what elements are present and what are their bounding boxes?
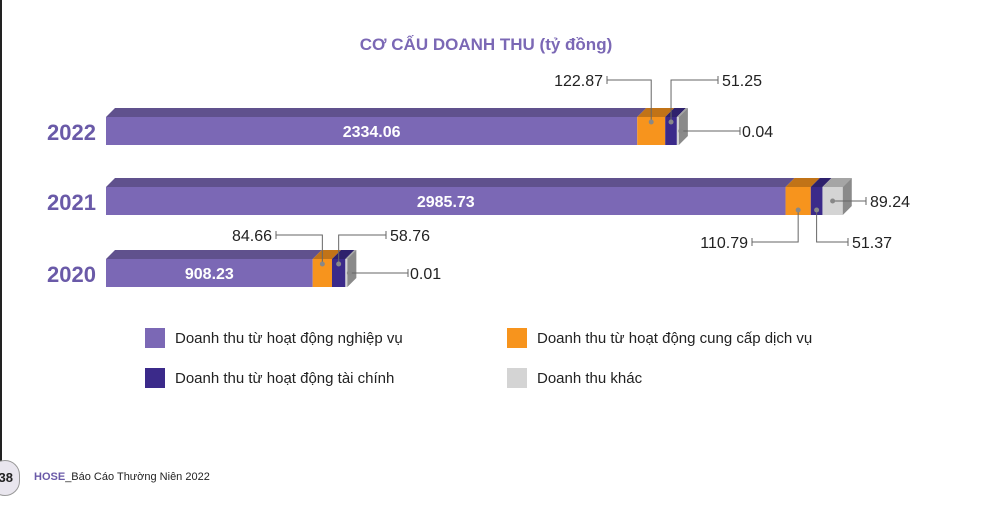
bar-top-2021-s3 bbox=[822, 178, 852, 187]
footer: HOSE_Báo Cáo Thường Niên 2022 bbox=[34, 471, 210, 483]
legend-item: Doanh thu khác bbox=[507, 368, 642, 388]
legend-label: Doanh thu từ hoạt động tài chính bbox=[175, 369, 395, 387]
data-label-2021-s3: 89.24 bbox=[870, 194, 910, 211]
bar-2020-s0 bbox=[106, 259, 313, 287]
legend-swatch bbox=[507, 328, 527, 348]
legend-swatch bbox=[145, 368, 165, 388]
leader-dot-2020-s3 bbox=[346, 270, 352, 276]
footer-brand: HOSE bbox=[34, 471, 66, 483]
legend-item: Doanh thu từ hoạt động tài chính bbox=[145, 368, 394, 388]
leader-dot-2022-s2 bbox=[668, 119, 674, 125]
bar-2021-s2 bbox=[810, 187, 823, 215]
bar-top-2020-s1 bbox=[312, 250, 341, 259]
legend-label: Doanh thu từ hoạt động cung cấp dịch vụ bbox=[537, 329, 813, 347]
bar-top-2021-s0 bbox=[106, 178, 795, 187]
leader-2022-s2 bbox=[670, 79, 718, 122]
bar-2021-s0 bbox=[106, 187, 786, 215]
bar-top-2021-s1 bbox=[785, 178, 820, 187]
leader-dot-2020-s2 bbox=[336, 261, 342, 267]
page-number: 38 bbox=[0, 470, 13, 485]
bar-2020-s2 bbox=[331, 259, 346, 287]
legend-label: Doanh thu khác bbox=[537, 369, 643, 387]
data-label-2021-s1: 110.79 bbox=[700, 235, 748, 252]
legend-item: Doanh thu từ hoạt động nghiệp vụ bbox=[145, 328, 403, 348]
bar-top-2022-s1 bbox=[637, 108, 675, 117]
leader-dot-2021-s3 bbox=[830, 198, 836, 204]
bar-top-2020-s0 bbox=[106, 250, 322, 259]
bar-2020-s1 bbox=[312, 259, 332, 287]
bar-end-2021 bbox=[842, 178, 852, 215]
legend-item: Doanh thu từ hoạt động cung cấp dịch vụ bbox=[507, 328, 812, 348]
legend-swatch bbox=[145, 328, 165, 348]
bar-top-2022-s3 bbox=[676, 108, 688, 117]
bar-2022-s3 bbox=[676, 117, 679, 145]
page-number-badge: 38 bbox=[0, 460, 20, 496]
data-label-2020-s2: 58.76 bbox=[390, 228, 430, 245]
leader-dot-2021-s1 bbox=[795, 207, 801, 213]
leader-dot-2021-s2 bbox=[814, 207, 820, 213]
page-edge bbox=[0, 0, 2, 470]
leader-dot-2022-s1 bbox=[648, 119, 654, 125]
year-label-2020: 2020 bbox=[47, 262, 96, 287]
leader-2020-s2 bbox=[338, 234, 386, 264]
leader-2020-s1 bbox=[276, 234, 323, 264]
data-label-2022-s3: 0.04 bbox=[742, 124, 773, 141]
data-label-2022-s1: 122.87 bbox=[554, 73, 603, 90]
data-label-2021-s2: 51.37 bbox=[852, 235, 892, 252]
bar-2022-s2 bbox=[665, 117, 677, 145]
legend-swatch bbox=[507, 368, 527, 388]
data-label-2021-s0: 2985.73 bbox=[417, 194, 475, 211]
leader-2021-s2 bbox=[816, 210, 848, 243]
bar-end-2020 bbox=[347, 250, 357, 287]
bar-top-2022-s0 bbox=[106, 108, 647, 117]
leader-dot-2020-s1 bbox=[319, 261, 325, 267]
year-label-2021: 2021 bbox=[47, 190, 96, 215]
bar-top-2020-s2 bbox=[331, 250, 355, 259]
footer-text: _Báo Cáo Thường Niên 2022 bbox=[65, 471, 210, 483]
data-label-2022-s2: 51.25 bbox=[722, 73, 762, 90]
data-label-2022-s0: 2334.06 bbox=[343, 124, 401, 141]
data-label-2020-s3: 0.01 bbox=[410, 266, 441, 283]
bar-top-2022-s2 bbox=[665, 108, 686, 117]
bar-top-2021-s2 bbox=[810, 178, 832, 187]
bar-top-2020-s3 bbox=[345, 250, 357, 259]
bar-2020-s3 bbox=[345, 259, 348, 287]
leader-dot-2022-s3 bbox=[678, 128, 684, 134]
chart-title: CƠ CẤU DOANH THU (tỷ đồng) bbox=[360, 35, 612, 54]
legend-label: Doanh thu từ hoạt động nghiệp vụ bbox=[175, 329, 403, 347]
data-label-2020-s1: 84.66 bbox=[232, 228, 272, 245]
data-label-2020-s0: 908.23 bbox=[185, 266, 234, 283]
bar-2022-s0 bbox=[106, 117, 638, 145]
leader-2021-s1 bbox=[752, 210, 799, 243]
bar-end-2022 bbox=[678, 108, 688, 145]
leader-2022-s1 bbox=[607, 79, 652, 122]
year-label-2022: 2022 bbox=[47, 120, 96, 145]
